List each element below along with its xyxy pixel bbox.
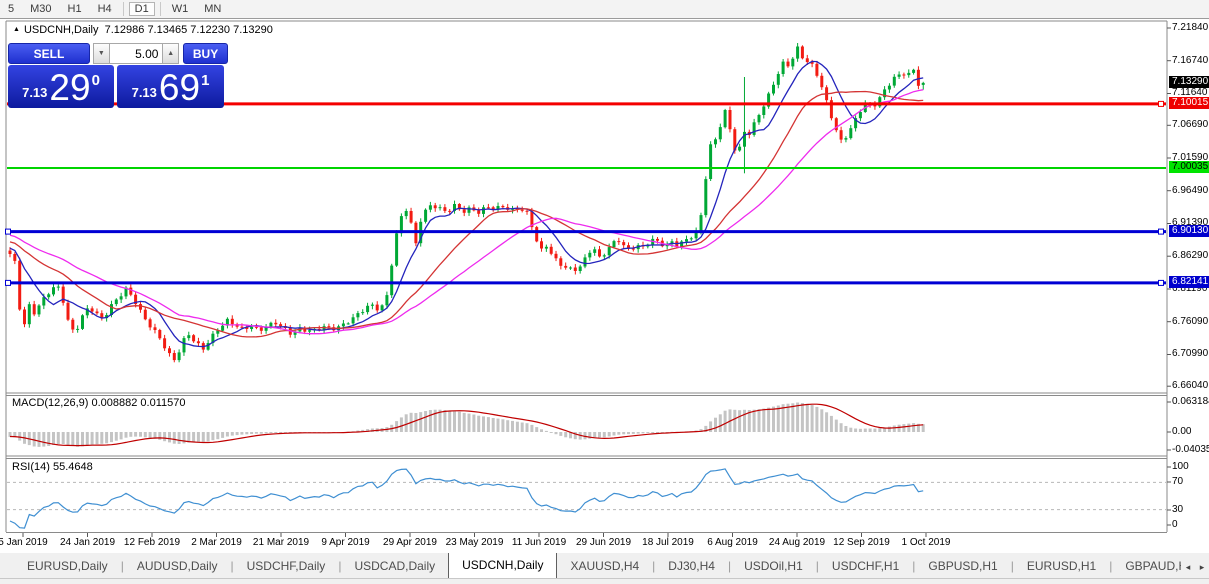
period-button-h4[interactable]: H4	[97, 3, 112, 15]
tabs-scroll-left-button[interactable]: ◂	[1181, 559, 1195, 575]
period-button-mn[interactable]: MN	[204, 3, 222, 15]
macd-signal-line	[9, 403, 924, 447]
hline-handle[interactable]	[1158, 100, 1164, 107]
period-button-5[interactable]: 5	[8, 3, 15, 15]
period-button-h1[interactable]: H1	[67, 3, 82, 15]
buy-price-button[interactable]: 7.13 69 1	[117, 65, 224, 108]
period-button-m30[interactable]: M30	[30, 3, 52, 15]
tab-separator: |	[815, 559, 819, 573]
tab-usdcad-daily[interactable]: USDCAD,Daily	[354, 559, 436, 573]
sell-price-prefix: 7.13	[22, 85, 48, 100]
tab-separator: |	[338, 559, 342, 573]
tab-usdcnh-daily[interactable]: USDCNH,Daily	[448, 553, 558, 578]
tab-eurusd-daily[interactable]: EURUSD,Daily	[27, 559, 108, 573]
tab-usdchf-h1[interactable]: USDCHF,H1	[831, 559, 900, 573]
sell-price-main: 29	[49, 67, 91, 108]
chart-tab-bar: EURUSD,Daily | AUDUSD,Daily | USDCHF,Daily | U…	[0, 553, 1209, 578]
tab-separator: |	[1109, 559, 1113, 573]
rsi-line	[9, 468, 924, 529]
tab-dj30-h4[interactable]: DJ30,H4	[668, 559, 715, 573]
buy-button[interactable]: BUY	[183, 43, 229, 64]
macd-layer	[8, 402, 925, 447]
tab-separator: |	[120, 559, 124, 573]
chart-ohlc-values: 7.12986 7.13465 7.12230 7.13290	[104, 24, 273, 36]
ma-line-8	[9, 60, 924, 348]
triangle-up-icon: ▲	[167, 50, 175, 57]
tab-usdoil-h1[interactable]: USDOil,H1	[744, 559, 803, 573]
buy-price-prefix: 7.13	[131, 85, 157, 100]
triangle-down-icon: ▼	[97, 50, 105, 57]
toolbar-separator	[159, 2, 161, 16]
period-toolbar: 5 M30 H1 H4 D1 W1 MN	[0, 0, 1209, 19]
chart-symbol-label: USDCNH,Daily	[23, 24, 99, 36]
trade-prices-row: 7.13 29 0 7.13 69 1	[8, 65, 228, 108]
tabs-scroll-right-button[interactable]: ▸	[1195, 559, 1209, 575]
ma-line-21	[9, 90, 924, 338]
arrow-left-icon: ◂	[1185, 561, 1191, 572]
sell-button[interactable]: SELL	[8, 43, 91, 64]
sell-price-sup: 0	[91, 72, 100, 89]
hline-handle[interactable]	[1158, 279, 1164, 286]
tab-separator: |	[912, 559, 916, 573]
hline-handle[interactable]	[5, 279, 11, 286]
tab-xauusd-h4[interactable]: XAUUSD,H4	[570, 559, 640, 573]
ma-line-34	[9, 89, 924, 335]
arrow-right-icon: ▸	[1199, 561, 1205, 572]
sell-price-button[interactable]: 7.13 29 0	[8, 65, 114, 108]
tab-separator: |	[230, 559, 234, 573]
tab-separator: |	[652, 559, 656, 573]
tab-audusd-daily[interactable]: AUDUSD,Daily	[136, 559, 218, 573]
collapse-icon[interactable]: ▲	[13, 26, 20, 33]
volume-increase-button[interactable]: ▲	[162, 43, 180, 64]
buy-price-main: 69	[158, 67, 201, 108]
hline-handle[interactable]	[1158, 228, 1164, 235]
period-button-d1[interactable]: D1	[128, 2, 155, 16]
tab-gbpusd-h1[interactable]: GBPUSD,H1	[928, 559, 998, 573]
volume-decrease-button[interactable]: ▼	[93, 43, 110, 64]
chart-title: ▲ USDCNH,Daily 7.12986 7.13465 7.12230 7.…	[13, 24, 273, 36]
tab-separator: |	[727, 559, 732, 573]
hline-handle[interactable]	[5, 228, 11, 235]
trade-controls-row: SELL ▼ 5.00 ▲ BUY	[8, 43, 229, 64]
chart-window: ▲ USDCNH,Daily 7.12986 7.13465 7.12230 7.…	[0, 19, 1209, 553]
status-bar	[0, 578, 1209, 584]
toolbar-separator	[122, 2, 124, 16]
tab-eurusd-h1[interactable]: EURUSD,H1	[1026, 559, 1097, 573]
tab-separator: |	[1010, 559, 1014, 573]
chart-tab-list: EURUSD,Daily | AUDUSD,Daily | USDCHF,Daily | U…	[0, 553, 1181, 578]
volume-input[interactable]: 5.00	[109, 43, 163, 64]
tab-usdchf-daily[interactable]: USDCHF,Daily	[246, 559, 326, 573]
one-click-trade-panel: SELL ▼ 5.00 ▲ BUY 7.13 29 0 7.13 69 1	[8, 43, 229, 108]
tab-gbpaud-h1[interactable]: GBPAUD,H1	[1125, 559, 1181, 573]
period-button-w1[interactable]: W1	[171, 3, 189, 15]
buy-price-sup: 1	[201, 72, 210, 89]
